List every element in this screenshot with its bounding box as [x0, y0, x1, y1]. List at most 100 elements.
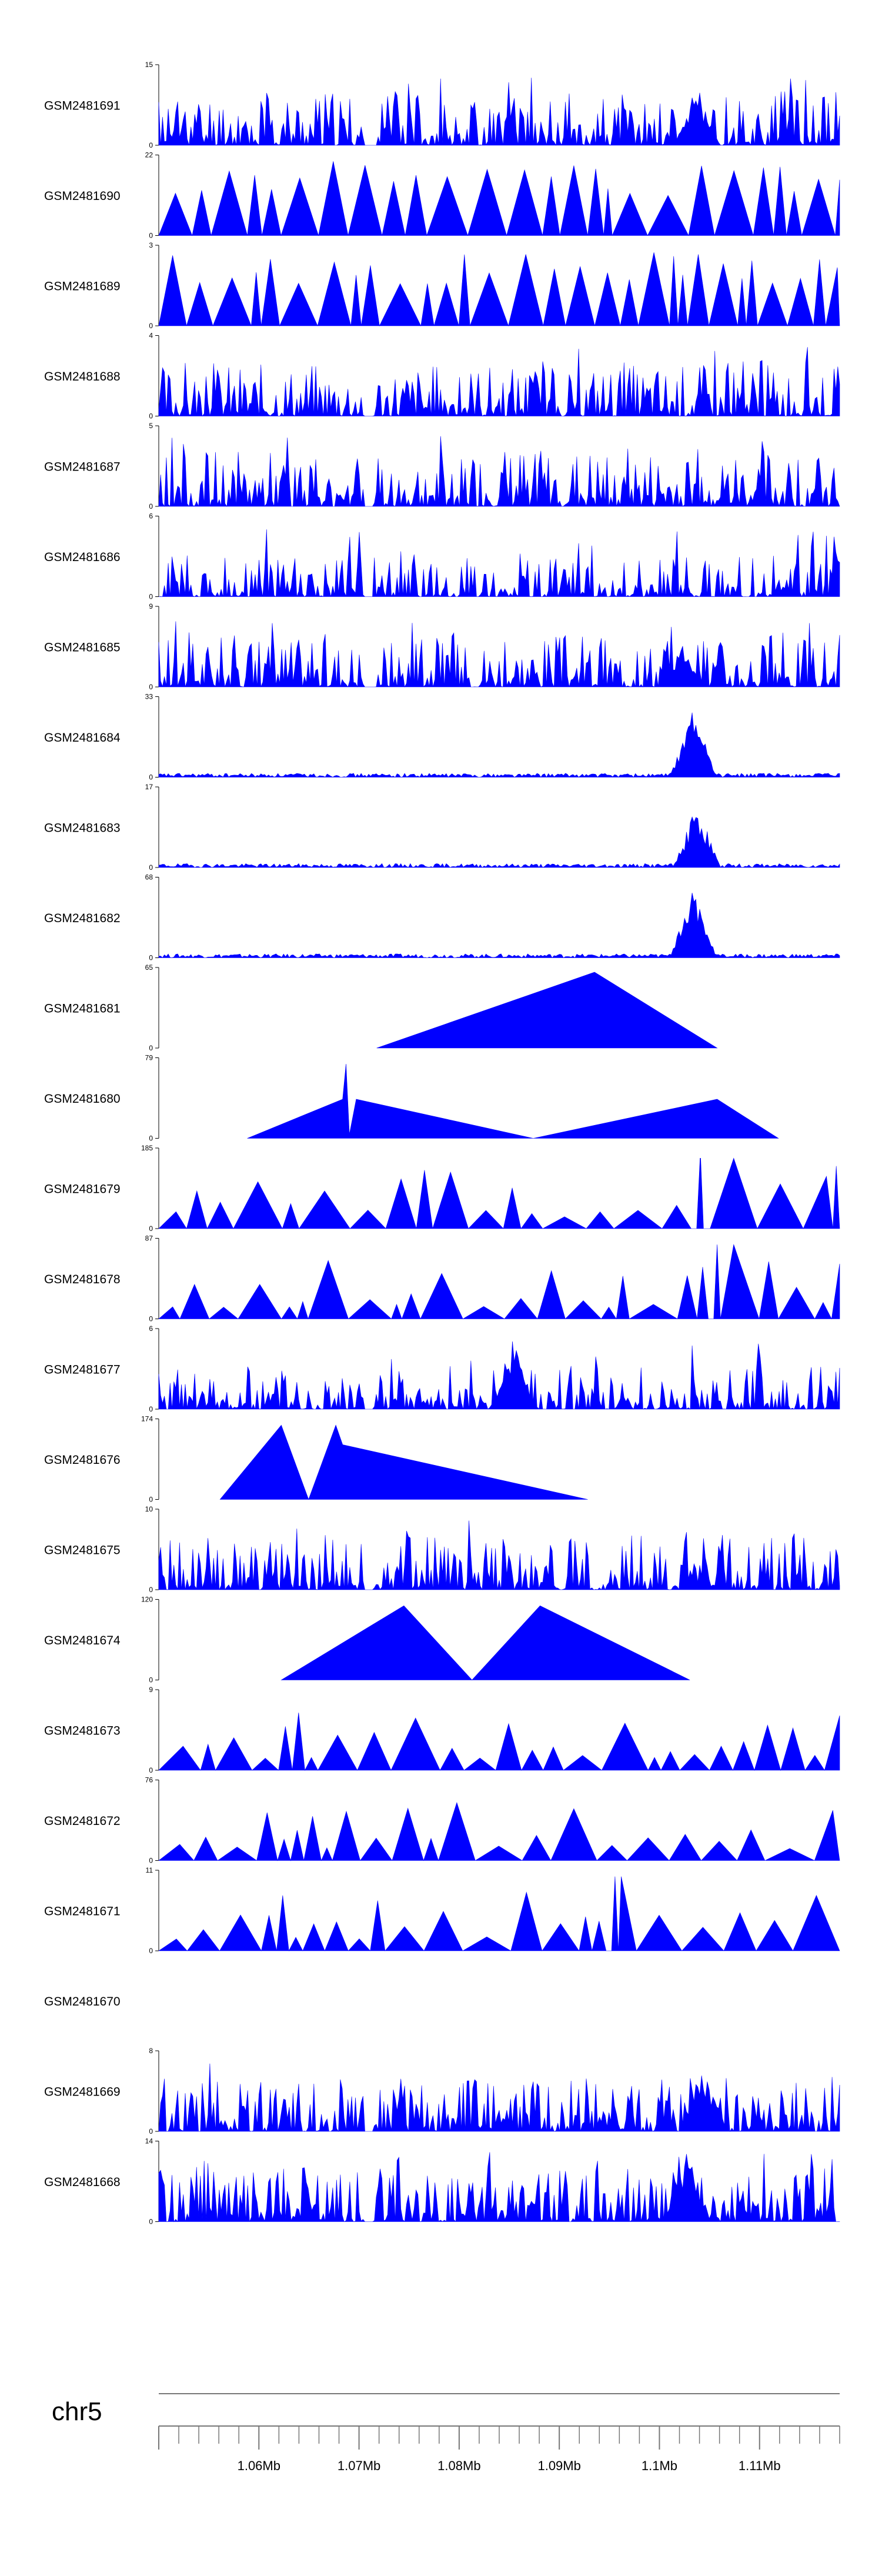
track-GSM2481682: GSM2481682 68 0 [44, 873, 840, 962]
track-label: GSM2481678 [44, 1273, 121, 1286]
track-label: GSM2481682 [44, 912, 121, 925]
y-max-label: 15 [145, 61, 153, 69]
y-max-label: 76 [145, 1776, 153, 1784]
track-label: GSM2481673 [44, 1724, 121, 1738]
coverage-area [158, 252, 840, 327]
track-label: GSM2481687 [44, 461, 121, 474]
track-GSM2481681: GSM2481681 65 0 [44, 963, 718, 1052]
y-max-label: 185 [141, 1144, 153, 1152]
y-zero-label: 0 [149, 593, 153, 601]
track-GSM2481670: GSM2481670 [44, 1995, 121, 2008]
track-label: GSM2481688 [44, 370, 121, 383]
track-GSM2481675: GSM2481675 10 0 [44, 1505, 840, 1594]
y-zero-label: 0 [149, 1315, 153, 1323]
track-label: GSM2481685 [44, 641, 121, 655]
track-GSM2481689: GSM2481689 3 0 [44, 241, 840, 330]
track-label: GSM2481674 [44, 1634, 121, 1647]
track-GSM2481674: GSM2481674 120 0 [44, 1596, 690, 1684]
coverage-area [158, 347, 840, 417]
track-label: GSM2481681 [44, 1002, 121, 1016]
y-max-label: 6 [149, 1324, 153, 1333]
coverage-area [158, 892, 840, 959]
track-label: GSM2481668 [44, 2175, 121, 2189]
y-max-label: 9 [149, 1686, 153, 1694]
y-zero-label: 0 [149, 1224, 153, 1233]
track-label: GSM2481672 [44, 1814, 121, 1828]
track-GSM2481685: GSM2481685 9 0 [44, 602, 840, 691]
y-zero-label: 0 [149, 502, 153, 510]
y-zero-label: 0 [149, 863, 153, 872]
y-zero-label: 0 [149, 232, 153, 240]
genome-axis: chr5 1.06Mb 1.07Mb 1.08Mb 1.09Mb 1.1Mb 1.11Mb [52, 2393, 840, 2473]
x-tick-label: 1.07Mb [338, 2458, 380, 2473]
y-zero-label: 0 [149, 1766, 153, 1774]
y-max-label: 4 [149, 332, 153, 340]
y-max-label: 8 [149, 2047, 153, 2055]
track-GSM2481687: GSM2481687 5 0 [44, 422, 840, 510]
track-GSM2481672: GSM2481672 76 0 [44, 1776, 840, 1865]
coverage-area [158, 161, 840, 236]
coverage-area [158, 712, 840, 778]
coverage-area [158, 1157, 840, 1229]
y-zero-label: 0 [149, 683, 153, 691]
track-label: GSM2481675 [44, 1544, 121, 1557]
y-max-label: 65 [145, 963, 153, 972]
track-GSM2481669: GSM2481669 8 0 [44, 2047, 840, 2135]
y-zero-label: 0 [149, 141, 153, 149]
y-zero-label: 0 [149, 773, 153, 782]
coverage-area [158, 2063, 840, 2132]
track-label: GSM2481670 [44, 1995, 121, 2008]
x-tick-label: 1.11Mb [739, 2458, 781, 2473]
y-zero-label: 0 [149, 1044, 153, 1052]
track-label: GSM2481671 [44, 1905, 121, 1918]
track-label: GSM2481686 [44, 550, 121, 564]
track-GSM2481668: GSM2481668 14 0 [44, 2137, 840, 2226]
coverage-area [158, 436, 840, 508]
y-max-label: 6 [149, 512, 153, 520]
track-GSM2481679: GSM2481679 185 0 [44, 1144, 840, 1233]
y-zero-label: 0 [149, 1134, 153, 1143]
track-label: GSM2481684 [44, 731, 121, 745]
y-zero-label: 0 [149, 2127, 153, 2135]
coverage-area [158, 1802, 840, 1861]
track-label: GSM2481690 [44, 189, 121, 203]
coverage-area [376, 972, 718, 1049]
y-max-label: 10 [145, 1505, 153, 1513]
track-label: GSM2481669 [44, 2086, 121, 2099]
coverage-area [247, 1064, 779, 1139]
coverage-area [158, 1712, 840, 1771]
track-label: GSM2481691 [44, 99, 121, 113]
track-GSM2481684: GSM2481684 33 0 [44, 693, 840, 782]
track-GSM2481676: GSM2481676 174 0 [44, 1415, 588, 1504]
y-max-label: 174 [141, 1415, 153, 1423]
coverage-area [158, 816, 840, 868]
y-zero-label: 0 [149, 2218, 153, 2226]
track-GSM2481677: GSM2481677 6 0 [44, 1324, 840, 1413]
chromosome-label: chr5 [52, 2397, 102, 2426]
y-max-label: 22 [145, 151, 153, 159]
x-tick-label: 1.1Mb [642, 2458, 677, 2473]
y-max-label: 11 [146, 1866, 153, 1874]
track-label: GSM2481680 [44, 1092, 121, 1106]
y-zero-label: 0 [149, 1496, 153, 1504]
y-zero-label: 0 [149, 954, 153, 962]
track-GSM2481680: GSM2481680 79 0 [44, 1054, 779, 1143]
y-max-label: 5 [149, 422, 153, 430]
coverage-area [158, 1520, 840, 1591]
y-zero-label: 0 [149, 412, 153, 421]
track-label: GSM2481677 [44, 1363, 121, 1377]
coverage-area [158, 529, 840, 598]
track-GSM2481690: GSM2481690 22 0 [44, 151, 840, 240]
y-max-label: 33 [145, 693, 153, 701]
track-GSM2481671: GSM2481671 11 0 [44, 1866, 840, 1955]
coverage-area [158, 1341, 840, 1410]
tracks-group: GSM2481691150GSM2481690220GSM248168930GS… [44, 61, 840, 2226]
coverage-area [158, 1876, 840, 1952]
y-zero-label: 0 [149, 1857, 153, 1865]
track-GSM2481686: GSM2481686 6 0 [44, 512, 840, 601]
coverage-area [219, 1424, 588, 1500]
track-GSM2481683: GSM2481683 17 0 [44, 783, 840, 872]
track-GSM2481688: GSM2481688 4 0 [44, 332, 840, 421]
track-GSM2481691: GSM2481691 15 0 [44, 61, 840, 149]
